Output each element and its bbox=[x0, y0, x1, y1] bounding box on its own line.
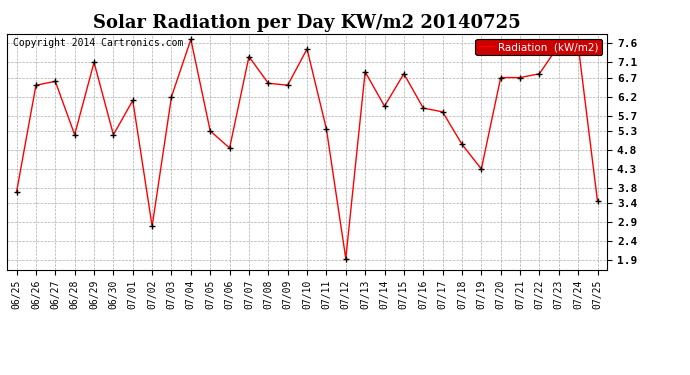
Radiation  (kW/m2) bbox=[380, 104, 388, 108]
Radiation  (kW/m2) bbox=[148, 224, 156, 228]
Radiation  (kW/m2) bbox=[458, 142, 466, 147]
Radiation  (kW/m2) bbox=[32, 83, 40, 87]
Radiation  (kW/m2) bbox=[206, 129, 215, 133]
Radiation  (kW/m2) bbox=[361, 70, 369, 74]
Legend: Radiation  (kW/m2): Radiation (kW/m2) bbox=[475, 39, 602, 55]
Radiation  (kW/m2) bbox=[226, 146, 234, 150]
Radiation  (kW/m2) bbox=[438, 110, 446, 114]
Radiation  (kW/m2) bbox=[419, 106, 427, 110]
Radiation  (kW/m2) bbox=[593, 199, 602, 204]
Title: Solar Radiation per Day KW/m2 20140725: Solar Radiation per Day KW/m2 20140725 bbox=[93, 14, 521, 32]
Radiation  (kW/m2) bbox=[303, 47, 311, 51]
Radiation  (kW/m2) bbox=[342, 256, 350, 261]
Radiation  (kW/m2) bbox=[187, 37, 195, 42]
Radiation  (kW/m2) bbox=[264, 81, 273, 86]
Radiation  (kW/m2) bbox=[535, 72, 544, 76]
Radiation  (kW/m2) bbox=[477, 167, 486, 171]
Radiation  (kW/m2) bbox=[70, 132, 79, 137]
Radiation  (kW/m2) bbox=[51, 79, 59, 84]
Radiation  (kW/m2) bbox=[574, 43, 582, 47]
Radiation  (kW/m2) bbox=[555, 43, 563, 47]
Radiation  (kW/m2) bbox=[497, 75, 505, 80]
Radiation  (kW/m2) bbox=[109, 132, 117, 137]
Radiation  (kW/m2) bbox=[90, 60, 98, 64]
Radiation  (kW/m2) bbox=[12, 190, 21, 194]
Radiation  (kW/m2) bbox=[128, 98, 137, 103]
Radiation  (kW/m2) bbox=[400, 72, 408, 76]
Radiation  (kW/m2) bbox=[322, 127, 331, 131]
Line: Radiation  (kW/m2): Radiation (kW/m2) bbox=[14, 37, 600, 261]
Radiation  (kW/m2) bbox=[245, 54, 253, 59]
Radiation  (kW/m2) bbox=[516, 75, 524, 80]
Radiation  (kW/m2) bbox=[168, 94, 176, 99]
Text: Copyright 2014 Cartronics.com: Copyright 2014 Cartronics.com bbox=[13, 39, 184, 48]
Radiation  (kW/m2) bbox=[284, 83, 292, 87]
